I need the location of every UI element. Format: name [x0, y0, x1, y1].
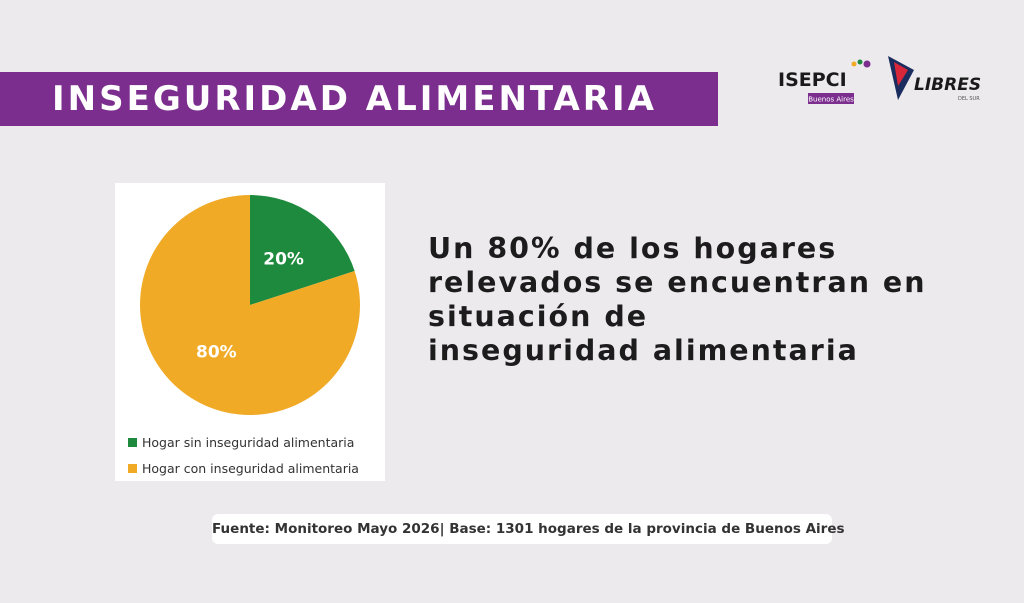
legend-label-sin: Hogar sin inseguridad alimentaria	[142, 434, 355, 450]
pie-label-sin: 20%	[263, 250, 304, 270]
pie-label-con: 80%	[196, 342, 237, 362]
isepci-logo-text: ISEPCI	[778, 69, 847, 91]
isepci-sub-badge	[808, 93, 854, 104]
headline-line-2: relevados se encuentran en	[428, 266, 927, 299]
headline-line-3: situación de	[428, 300, 649, 333]
libres-logo: LIBRES DEL SUR	[888, 56, 981, 102]
libres-logo-text: LIBRES	[914, 75, 981, 95]
headline-line-4: inseguridad alimentaria	[428, 334, 859, 367]
libres-sub-text: DEL SUR	[958, 96, 980, 102]
legend-label-con: Hogar con inseguridad alimentaria	[142, 460, 359, 476]
title-banner: INSEGURIDAD ALIMENTARIA	[0, 72, 718, 126]
headline-line-1: Un 80% de los hogares	[428, 232, 838, 265]
isepci-logo: ISEPCI Buenos Aires	[778, 59, 871, 104]
legend-swatch-green	[128, 437, 137, 447]
page-title: INSEGURIDAD ALIMENTARIA	[52, 79, 657, 119]
isepci-sub-text: Buenos Aires	[808, 96, 854, 104]
isepci-dot-purple	[863, 60, 871, 68]
legend-item-con: Hogar con inseguridad alimentaria	[128, 455, 359, 481]
libres-flag-accent	[894, 62, 908, 86]
source-note: Fuente: Monitoreo Mayo 2026| Base: 1301 …	[212, 514, 845, 544]
isepci-dot-orange	[851, 61, 857, 67]
pie-chart: 20% 80%	[140, 195, 360, 415]
pie-slice-con	[140, 195, 360, 415]
legend-item-sin: Hogar sin inseguridad alimentaria	[128, 429, 359, 455]
chart-legend: Hogar sin inseguridad alimentaria Hogar …	[128, 429, 359, 481]
legend-swatch-orange	[128, 463, 137, 473]
chart-card: 20% 80% Hogar sin inseguridad alimentaria…	[115, 183, 385, 481]
isepci-dot-green	[857, 59, 863, 65]
headline: Un 80% de los hogares relevados se encue…	[428, 232, 988, 368]
pie-slice-sin	[250, 195, 355, 305]
